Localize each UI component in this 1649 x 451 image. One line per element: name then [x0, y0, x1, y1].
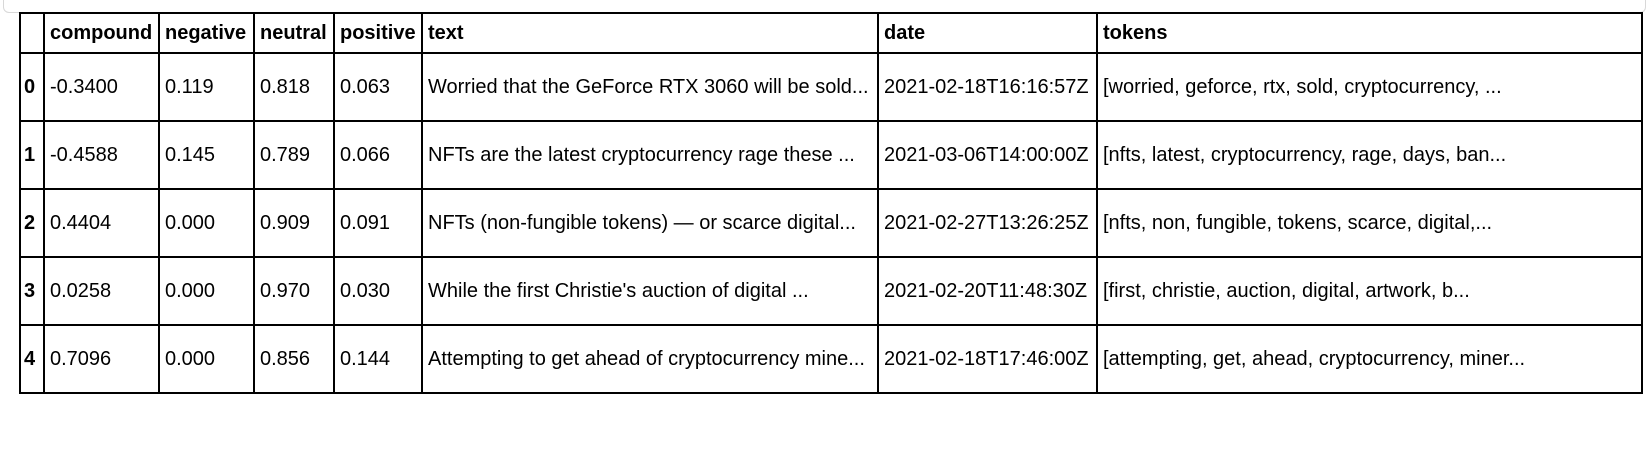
cell-text: Worried that the GeForce RTX 3060 will b… — [421, 52, 879, 122]
cell-compound: -0.4588 — [43, 120, 160, 190]
cell-positive: 0.091 — [333, 188, 423, 258]
cell-text-value: Attempting to get ahead of cryptocurrenc… — [428, 348, 865, 370]
cell-text-value: While the first Christie's auction of di… — [428, 280, 809, 302]
column-header-negative: negative — [158, 12, 255, 54]
cell-neutral: 0.856 — [253, 324, 335, 394]
cell-neutral: 0.909 — [253, 188, 335, 258]
cell-text: Attempting to get ahead of cryptocurrenc… — [421, 324, 879, 394]
cell-date-value: 2021-02-18T17:46:00Z — [884, 348, 1089, 370]
cell-negative: 0.000 — [158, 188, 255, 258]
cell-tokens-value: [attempting, get, ahead, cryptocurrency,… — [1103, 348, 1526, 370]
cell-date-value: 2021-02-18T16:16:57Z — [884, 76, 1089, 98]
cell-positive: 0.063 — [333, 52, 423, 122]
cell-date-value: 2021-03-06T14:00:00Z — [884, 144, 1089, 166]
column-header-neutral: neutral — [253, 12, 335, 54]
table-row: 1 -0.4588 0.145 0.789 0.066 NFTs are the… — [19, 120, 1643, 190]
cell-tokens-value: [nfts, latest, cryptocurrency, rage, day… — [1103, 144, 1507, 166]
cell-tokens: [nfts, non, fungible, tokens, scarce, di… — [1096, 188, 1643, 258]
cell-negative: 0.000 — [158, 324, 255, 394]
column-header-date: date — [877, 12, 1098, 54]
cell-text: NFTs (non-fungible tokens) — or scarce d… — [421, 188, 879, 258]
dataframe-table: compound negative neutral positive text … — [19, 12, 1643, 394]
index-header — [19, 12, 45, 54]
cell-tokens-value: [worried, geforce, rtx, sold, cryptocurr… — [1103, 76, 1502, 98]
column-header-tokens: tokens — [1096, 12, 1643, 54]
table-header-row: compound negative neutral positive text … — [19, 12, 1643, 54]
cell-positive: 0.144 — [333, 324, 423, 394]
cell-tokens: [first, christie, auction, digital, artw… — [1096, 256, 1643, 326]
table-row: 2 0.4404 0.000 0.909 0.091 NFTs (non-fun… — [19, 188, 1643, 258]
cell-negative: 0.145 — [158, 120, 255, 190]
cell-compound: 0.7096 — [43, 324, 160, 394]
cell-compound: -0.3400 — [43, 52, 160, 122]
cell-date: 2021-02-18T17:46:00Z — [877, 324, 1098, 394]
cell-compound: 0.0258 — [43, 256, 160, 326]
cell-text-value: NFTs are the latest cryptocurrency rage … — [428, 144, 855, 166]
cell-neutral: 0.970 — [253, 256, 335, 326]
table-row: 0 -0.3400 0.119 0.818 0.063 Worried that… — [19, 52, 1643, 122]
cell-positive: 0.030 — [333, 256, 423, 326]
cell-neutral: 0.789 — [253, 120, 335, 190]
row-index: 4 — [19, 324, 45, 394]
cell-text-value: Worried that the GeForce RTX 3060 will b… — [428, 76, 869, 98]
column-header-positive: positive — [333, 12, 423, 54]
cell-neutral: 0.818 — [253, 52, 335, 122]
cell-tokens: [attempting, get, ahead, cryptocurrency,… — [1096, 324, 1643, 394]
row-index: 0 — [19, 52, 45, 122]
cell-date: 2021-02-18T16:16:57Z — [877, 52, 1098, 122]
cell-compound: 0.4404 — [43, 188, 160, 258]
cell-tokens-value: [nfts, non, fungible, tokens, scarce, di… — [1103, 212, 1493, 234]
table-row: 4 0.7096 0.000 0.856 0.144 Attempting to… — [19, 324, 1643, 394]
row-index: 2 — [19, 188, 45, 258]
cell-date: 2021-03-06T14:00:00Z — [877, 120, 1098, 190]
column-header-compound: compound — [43, 12, 160, 54]
cell-date-value: 2021-02-27T13:26:25Z — [884, 212, 1089, 234]
cell-negative: 0.000 — [158, 256, 255, 326]
cell-text-value: NFTs (non-fungible tokens) — or scarce d… — [428, 212, 856, 234]
cell-text: NFTs are the latest cryptocurrency rage … — [421, 120, 879, 190]
table-row: 3 0.0258 0.000 0.970 0.030 While the fir… — [19, 256, 1643, 326]
cell-date-value: 2021-02-20T11:48:30Z — [884, 280, 1088, 302]
cell-date: 2021-02-20T11:48:30Z — [877, 256, 1098, 326]
cell-text: While the first Christie's auction of di… — [421, 256, 879, 326]
row-index: 1 — [19, 120, 45, 190]
cell-tokens-value: [first, christie, auction, digital, artw… — [1103, 280, 1470, 302]
cell-positive: 0.066 — [333, 120, 423, 190]
cell-date: 2021-02-27T13:26:25Z — [877, 188, 1098, 258]
cell-tokens: [nfts, latest, cryptocurrency, rage, day… — [1096, 120, 1643, 190]
column-header-text: text — [421, 12, 879, 54]
cell-negative: 0.119 — [158, 52, 255, 122]
cell-tokens: [worried, geforce, rtx, sold, cryptocurr… — [1096, 52, 1643, 122]
row-index: 3 — [19, 256, 45, 326]
